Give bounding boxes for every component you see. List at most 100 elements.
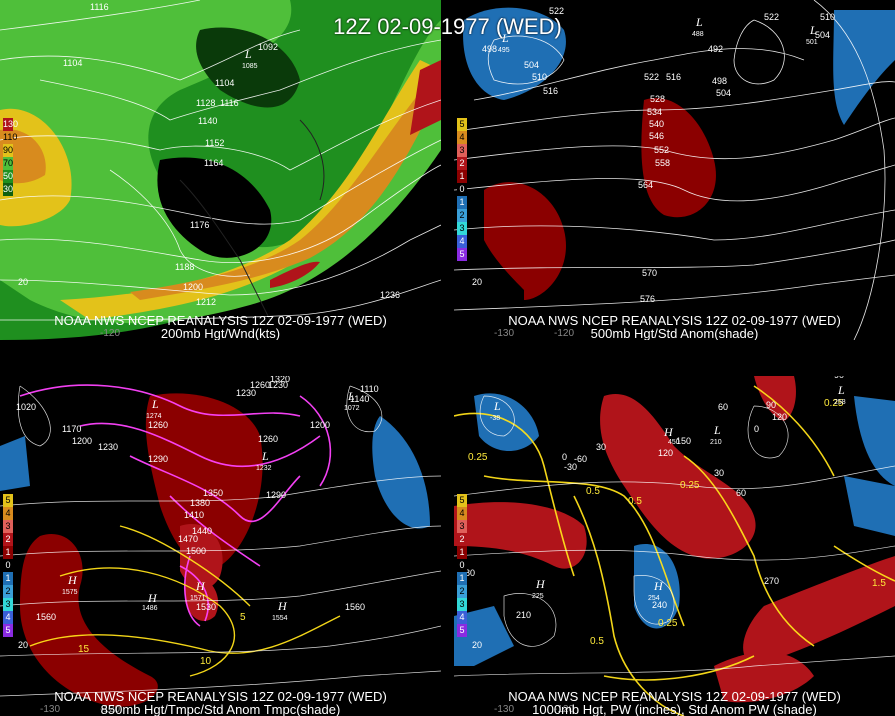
contour-label: 1380	[190, 498, 210, 508]
contour-label: 546	[649, 131, 664, 141]
high-value: 1575	[62, 589, 78, 596]
high-value: 225	[532, 593, 544, 600]
anom-blue-w	[0, 436, 30, 491]
contour-label: 1320	[270, 376, 290, 384]
contour-label: 210	[516, 610, 531, 620]
contour-label: 1170	[62, 424, 81, 434]
caption-source: NOAA NWS NCEP REANALYSIS 12Z 02-09-1977 …	[54, 313, 387, 328]
pw-label: 0.5	[590, 636, 604, 647]
contour-label: 1530	[196, 602, 216, 612]
contour-label: 552	[654, 145, 669, 155]
contour-label: 1410	[184, 510, 204, 520]
contour-label: 120	[658, 448, 673, 458]
low-value: 1232	[256, 465, 272, 472]
legend-swatch: 30	[3, 183, 14, 196]
low-symbol: L	[713, 423, 721, 437]
contour-label: 150	[676, 436, 691, 446]
legend-swatch: 70	[3, 157, 14, 170]
caption-field: 500mb Hgt/Std Anom(shade)	[590, 326, 759, 341]
anom-red-w	[454, 502, 587, 569]
low-value: 258	[834, 399, 846, 406]
low-symbol: L	[809, 23, 817, 37]
contour-label: 30	[596, 442, 606, 452]
caption-field: 1000mb Hgt, PW (inches), Std Anom PW (sh…	[532, 702, 817, 716]
contour-label: 1116	[90, 2, 109, 12]
panel-850mb: 1020 1170 1200 1230 1260 1290 1230 1260 …	[0, 376, 441, 716]
lon-tick: -130	[494, 328, 514, 339]
anom-legend: 5 4 3 2 1 0 1 2 3 4 5	[457, 494, 467, 637]
legend-swatch: 3	[457, 520, 467, 533]
contour-label: 90	[766, 400, 776, 410]
anom-red-se	[743, 556, 895, 666]
map-title: 12Z 02-09-1977 (WED)	[333, 14, 562, 39]
map-200mb: 1116 1104 1092 1104 1128 1116 1140 1152 …	[0, 0, 441, 340]
contour-label: 1110	[360, 384, 379, 394]
contour-label: 20	[472, 277, 482, 287]
contour-label: 1104	[215, 78, 234, 88]
anom-red-s	[714, 652, 814, 703]
low-symbol: L	[837, 383, 845, 397]
contour-label: 20	[18, 277, 28, 287]
pw-label: 1.5	[872, 578, 886, 589]
legend-swatch: 0	[457, 183, 467, 196]
contour-label: 1470	[178, 534, 198, 544]
high-symbol: H	[195, 579, 206, 593]
contour-label: 540	[649, 119, 664, 129]
contour-label: 1290	[148, 454, 168, 464]
contour-label: 60	[736, 488, 746, 498]
anom-red-sw	[484, 182, 566, 300]
map-850mb: 1020 1170 1200 1230 1260 1290 1230 1260 …	[0, 376, 441, 716]
low-value: 495	[498, 47, 510, 54]
contour-label: 240	[652, 600, 667, 610]
contour-label: -30	[564, 462, 577, 472]
legend-swatch: 2	[457, 585, 467, 598]
contour-label: 30	[714, 468, 724, 478]
legend-swatch: 5	[3, 494, 13, 507]
anom-red-c	[600, 394, 756, 559]
contour-label: 510	[820, 12, 835, 22]
contour-label: 504	[815, 30, 830, 40]
pw-label: 0.25	[680, 480, 700, 491]
legend-swatch: 50	[3, 170, 14, 183]
caption-field: 850mb Hgt/Tmpc/Std Anom Tmpc(shade)	[100, 702, 341, 716]
contour-label: 516	[543, 86, 558, 96]
contour-label: 1440	[192, 526, 212, 536]
pw-label: 0.25	[658, 618, 678, 629]
high-symbol: H	[147, 591, 158, 605]
contour-label: 1560	[36, 612, 56, 622]
jet-red-1	[410, 60, 441, 135]
low-symbol: L	[493, 399, 501, 413]
pw-label: 0.25	[468, 452, 488, 463]
anom-legend: 5 4 3 2 1 0 1 2 3 4 5	[457, 118, 467, 261]
contour-label: 1092	[258, 42, 278, 52]
high-symbol: H	[653, 579, 664, 593]
contour-label: 564	[638, 180, 653, 190]
low-value: 210	[710, 439, 722, 446]
caption-source: NOAA NWS NCEP REANALYSIS 12Z 02-09-1977 …	[508, 689, 841, 704]
lon-tick: -120	[100, 704, 120, 715]
contour-label: 0	[754, 424, 759, 434]
low-value: 501	[806, 39, 818, 46]
legend-swatch: 4	[3, 507, 13, 520]
caption-source: NOAA NWS NCEP REANALYSIS 12Z 02-09-1977 …	[54, 689, 387, 704]
contour-label: 1200	[72, 436, 92, 446]
legend-swatch: 1	[457, 572, 467, 585]
legend-swatch: 0	[457, 559, 467, 572]
contour-label: 504	[524, 60, 539, 70]
legend-swatch: 1	[457, 170, 467, 183]
legend-swatch: 4	[457, 235, 467, 248]
legend-swatch: 3	[457, 144, 467, 157]
contour-label: 1260	[250, 380, 270, 390]
contour-label: 270	[764, 576, 779, 586]
low-value: 1085	[242, 63, 258, 70]
anom-legend: 5 4 3 2 1 0 1 2 3 4 5	[3, 494, 13, 637]
contour-label: 120	[772, 412, 787, 422]
panel-1000mb: 90 60 30 0 -30 -60 120 150 180 210 240 2…	[454, 376, 895, 716]
legend-swatch: 90	[3, 144, 14, 157]
caption-field: 200mb Hgt/Wnd(kts)	[160, 326, 281, 341]
map-500mb: 522 498 504 510 516 522 516 528 534 540 …	[454, 0, 895, 340]
legend-swatch: 110	[3, 131, 18, 144]
legend-swatch: 5	[457, 624, 467, 637]
contour-label: 90	[834, 376, 844, 380]
contour-label: 522	[549, 6, 564, 16]
